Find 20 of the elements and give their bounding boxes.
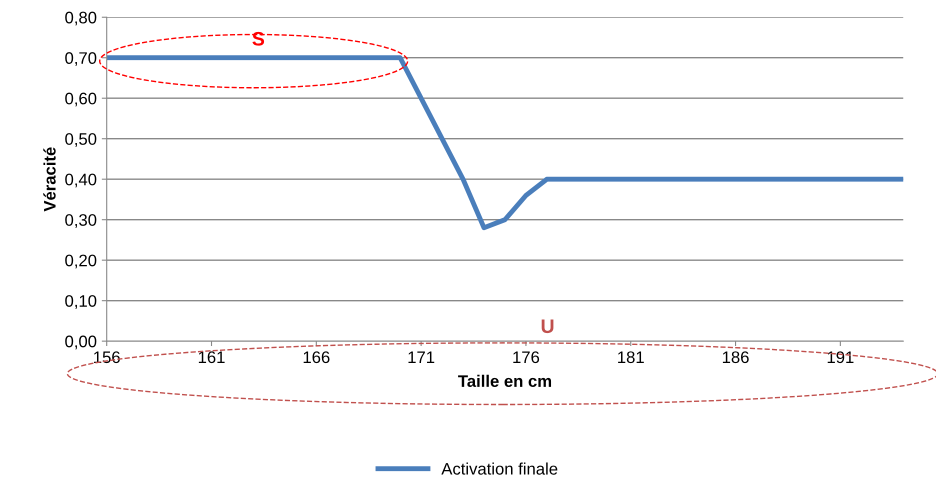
y-tick-label: 0,50: [65, 133, 96, 147]
x-tick-label: 171: [408, 351, 434, 363]
y-tick-label: 0,30: [65, 214, 96, 228]
x-tick-label: 176: [513, 351, 540, 364]
legend-label: Activation finale: [441, 462, 558, 475]
x-tick-label: 191: [828, 351, 854, 364]
x-tick-label: 181: [618, 351, 644, 364]
x-tick-label: 166: [304, 351, 330, 364]
x-tick-label: 186: [722, 351, 749, 364]
annotation: U: [542, 319, 554, 334]
y-axis-title: Véracité: [43, 147, 56, 212]
y-tick-label: 0,60: [65, 92, 96, 106]
y-tick-label: 0,00: [65, 336, 96, 350]
y-tick-label: 0,10: [65, 295, 96, 309]
y-tick-label: 0,40: [65, 174, 96, 188]
x-axis-title: Taille en cm: [458, 374, 552, 387]
y-tick-label: 0,20: [65, 254, 96, 268]
x-tick-label: 161: [198, 351, 225, 364]
y-tick-label: 0,80: [65, 12, 96, 26]
y-tick-label: 0,70: [65, 52, 96, 66]
